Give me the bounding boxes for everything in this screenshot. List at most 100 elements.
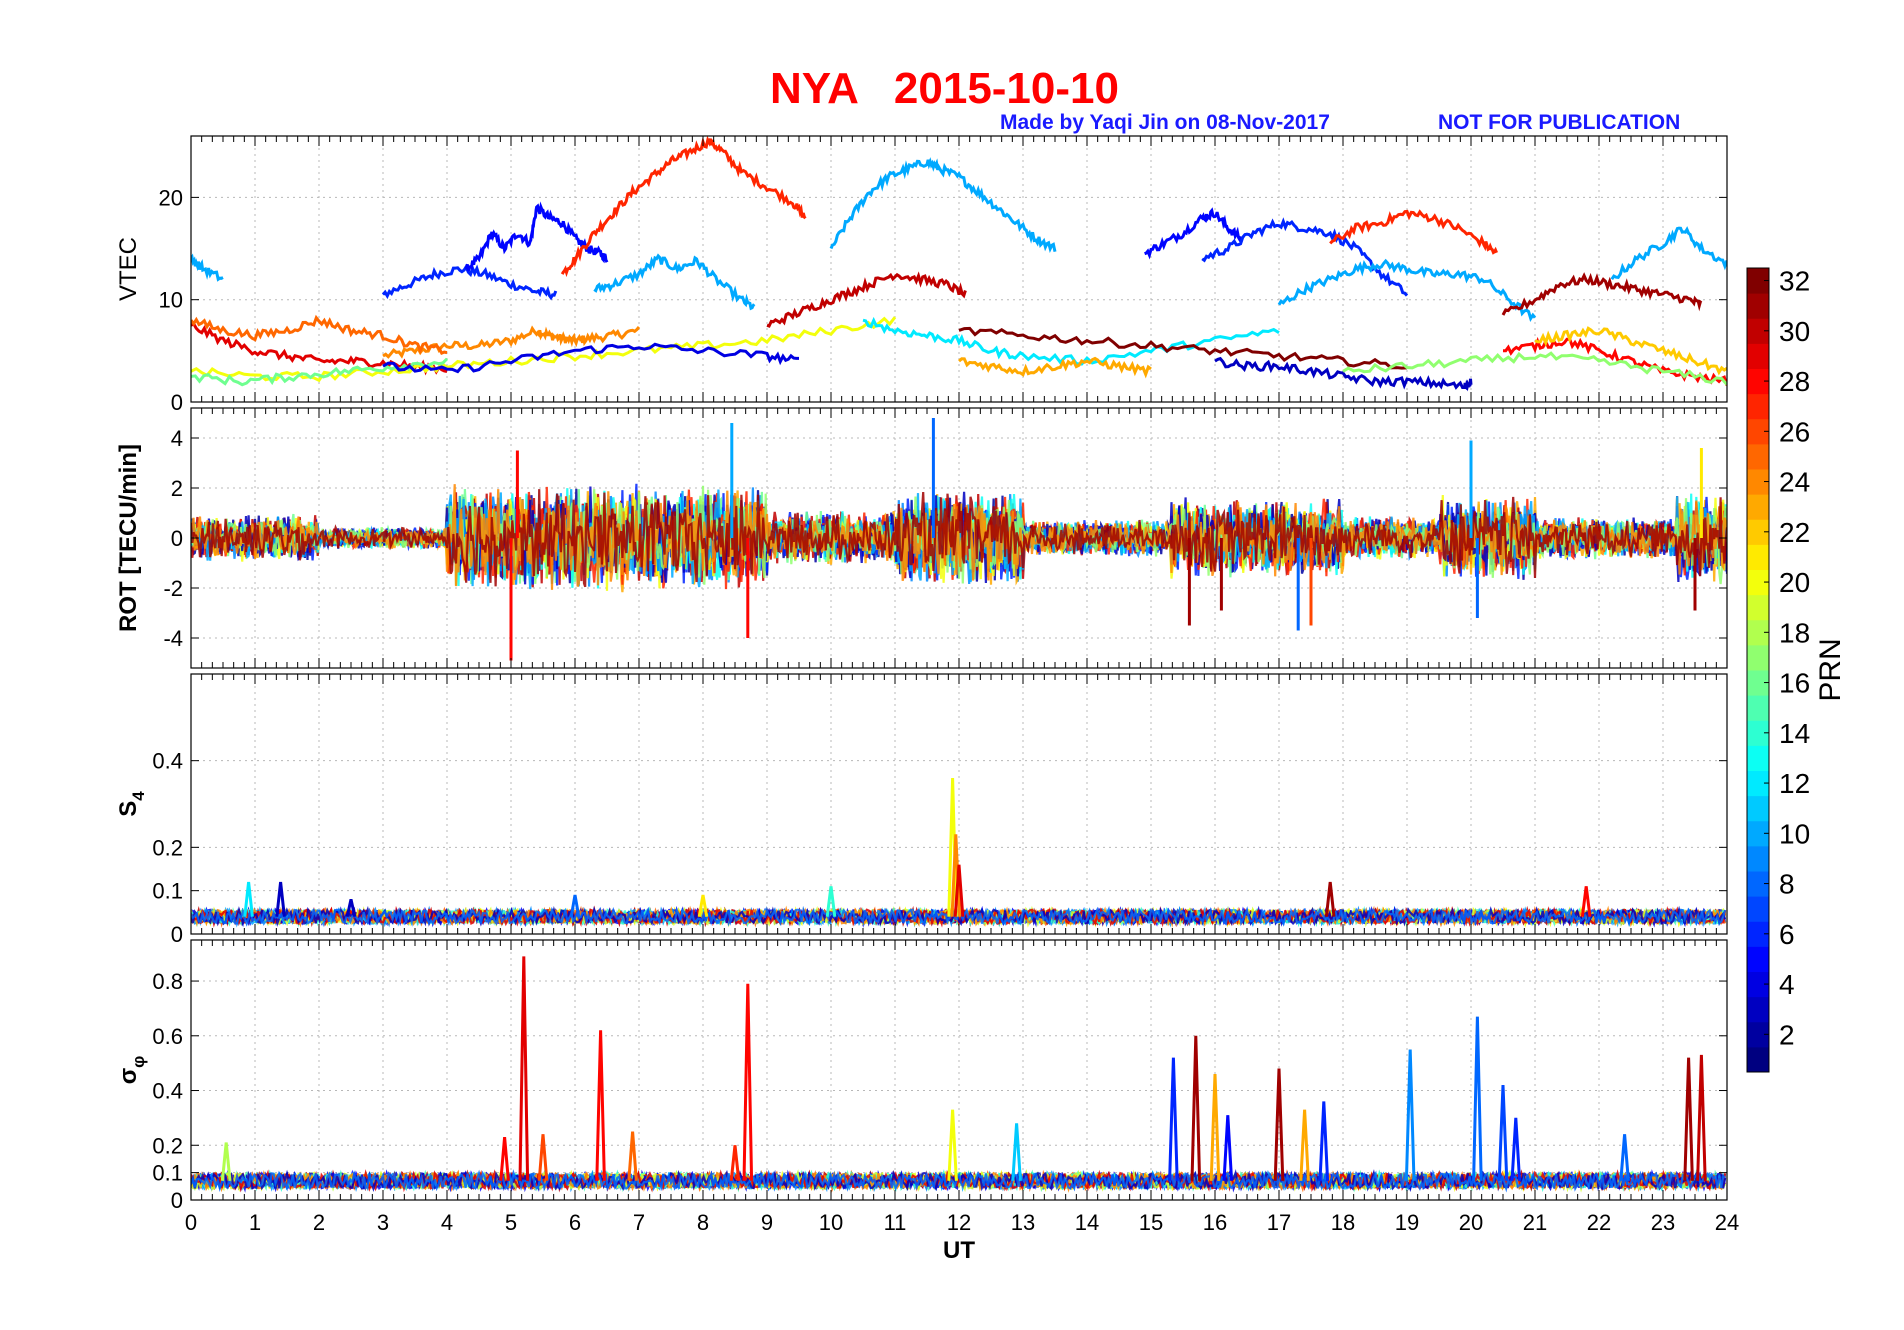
xtick-label: 5 xyxy=(505,1210,517,1235)
vtec-series-line xyxy=(1501,272,1703,316)
panel-rot: -4 -2 0 2 4 ROT [TECU/min] xyxy=(115,407,1728,669)
xtick-label: 18 xyxy=(1331,1210,1355,1235)
colorbar-cell xyxy=(1747,519,1769,545)
xtick-label: 10 xyxy=(819,1210,843,1235)
colorbar-cell xyxy=(1747,1021,1769,1048)
colorbar-cell xyxy=(1747,494,1769,520)
ytick-label: -2 xyxy=(163,576,183,601)
s4-spike xyxy=(243,881,254,917)
sigma_phi-spike xyxy=(742,983,754,1181)
sigma_phi-spike xyxy=(1168,1057,1179,1181)
vtec-series-line xyxy=(191,314,448,355)
colorbar-tick-label: 10 xyxy=(1779,818,1810,849)
sigma_phi-spike xyxy=(1404,1049,1416,1181)
colorbar-tick-label: 18 xyxy=(1779,617,1810,648)
xticks-vtec xyxy=(190,136,1728,402)
vtec-series-line xyxy=(382,342,799,374)
xtick-label: 3 xyxy=(377,1210,389,1235)
xticks-rot xyxy=(190,408,1728,668)
ytick-label: 0.4 xyxy=(152,1079,183,1104)
sigma_phi-spike xyxy=(1510,1117,1522,1181)
vtec-series-line xyxy=(191,253,224,282)
sigma_phi-spike xyxy=(1619,1134,1630,1181)
sigma_phi-spike xyxy=(518,956,530,1181)
xtick-label: 11 xyxy=(884,1210,907,1235)
vtec-series-line xyxy=(191,357,449,387)
sigma_phi-spike xyxy=(1472,1016,1483,1181)
data-s4 xyxy=(191,777,1727,928)
sigma_phi-spike xyxy=(1318,1101,1330,1181)
colorbar-cell xyxy=(1747,845,1769,872)
sigma_phi-spike xyxy=(1683,1057,1694,1181)
colorbar-tick-label: 30 xyxy=(1779,316,1810,347)
sigma_phi-spike xyxy=(1696,1054,1707,1181)
vtec-series-line xyxy=(1610,226,1727,281)
ylabel-vtec: VTEC xyxy=(115,237,142,301)
xtick-label: 9 xyxy=(761,1210,773,1235)
credit-text: Made by Yaqi Jin on 08-Nov-2017 xyxy=(1000,111,1330,134)
colorbar-cell xyxy=(1747,343,1769,369)
vtec-series-line xyxy=(191,321,448,376)
xtick-label: 22 xyxy=(1587,1210,1611,1235)
vtec-series-line xyxy=(1201,217,1409,297)
vtec-series-line xyxy=(1534,326,1727,376)
xtick-label: 2 xyxy=(313,1210,325,1235)
s4-spike xyxy=(1324,881,1336,917)
data-sigma_phi xyxy=(191,956,1727,1193)
sigma_phi-spike xyxy=(537,1134,549,1181)
vtec-series-line xyxy=(560,136,807,278)
sigma_phi-spike xyxy=(1222,1115,1234,1181)
ylabel-s4: S4 xyxy=(115,791,148,817)
ytick-label: 0 xyxy=(171,922,183,947)
colorbar-cell xyxy=(1747,670,1769,696)
xticks-sigma_phi xyxy=(190,940,1728,1200)
ytick-label: 20 xyxy=(159,185,183,210)
sigma_phi-spike xyxy=(1190,1035,1202,1181)
vtec-series-line xyxy=(766,271,967,328)
colorbar-tick-label: 12 xyxy=(1779,768,1810,799)
sigma_phi-spike xyxy=(1273,1068,1285,1181)
ytick-label: 0.2 xyxy=(152,835,183,860)
colorbar-cell xyxy=(1747,720,1769,746)
s4-spike xyxy=(345,898,357,918)
sigma_phi-series-line xyxy=(191,1169,1727,1193)
vtec-series-line xyxy=(1277,258,1537,323)
colorbar-tick-label: 24 xyxy=(1779,467,1810,498)
vtec-series-line xyxy=(464,201,609,272)
sigma_phi-spike xyxy=(627,1131,638,1181)
ytick-label: 4 xyxy=(171,426,183,451)
vtec-series-line xyxy=(1329,209,1498,255)
vtec-series-line xyxy=(829,157,1057,254)
ytick-label: 0.1 xyxy=(152,1161,183,1186)
xtick-label: 6 xyxy=(569,1210,581,1235)
colorbar-cell xyxy=(1747,268,1769,294)
xtick-label: 16 xyxy=(1203,1210,1227,1235)
colorbar-cell xyxy=(1747,896,1769,922)
xtick-label: 23 xyxy=(1651,1210,1675,1235)
colorbar-cell xyxy=(1747,393,1769,420)
xtick-label: 0 xyxy=(185,1210,197,1235)
xtick-label: 19 xyxy=(1395,1210,1419,1235)
sigma_phi-series-line xyxy=(191,1169,1726,1193)
colorbar-cell xyxy=(1747,695,1769,721)
colorbar-cell xyxy=(1747,318,1769,344)
ytick-label: 0.8 xyxy=(152,969,183,994)
panel-s4: 0 0.1 0.2 0.4S4 xyxy=(115,673,1728,947)
colorbar-cell xyxy=(1747,795,1769,822)
colorbar-cell xyxy=(1747,770,1769,797)
colorbar-label: PRN xyxy=(1814,638,1847,701)
vtec-series-line xyxy=(958,356,1152,379)
vtec-series-line xyxy=(1214,356,1473,392)
vtec-series-line xyxy=(191,316,897,383)
ytick-label: 0.4 xyxy=(152,749,183,774)
sigma_phi-spike xyxy=(595,1030,606,1181)
colorbar-cell xyxy=(1747,443,1769,470)
s4-series-line xyxy=(191,905,1727,928)
vtec-series-line xyxy=(958,326,1408,370)
colorbar-cell xyxy=(1747,368,1769,395)
grid-sigma_phi xyxy=(190,940,1728,1201)
notice-text: NOT FOR PUBLICATION xyxy=(1438,111,1681,134)
colorbar-cell xyxy=(1747,871,1769,897)
